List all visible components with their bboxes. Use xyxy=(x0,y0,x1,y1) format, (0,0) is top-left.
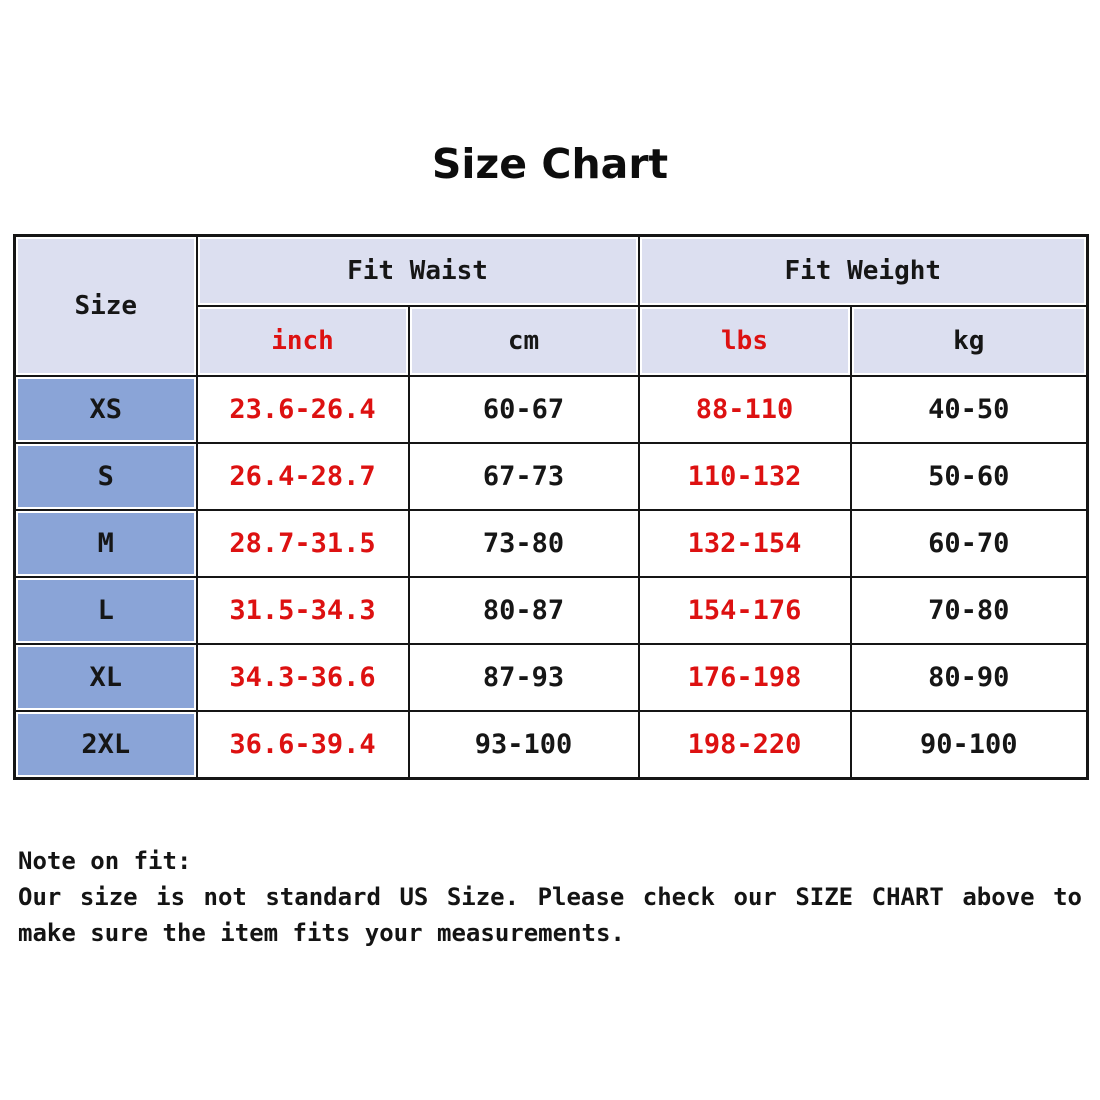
size-cell: XL xyxy=(13,643,198,712)
weight-kg-cell: 80-90 xyxy=(849,643,1089,712)
fit-note-line-1: Our size is not standard US Size. Please… xyxy=(18,883,1082,911)
weight-kg-cell: 90-100 xyxy=(849,710,1089,780)
weight-kg-cell: 60-70 xyxy=(849,509,1089,578)
table-row-2xl: 2XL 36.6-39.4 93-100 198-220 90-100 xyxy=(13,710,1089,780)
waist-inch-cell: 26.4-28.7 xyxy=(195,442,410,511)
fit-note: Note on fit: Our size is not standard US… xyxy=(18,843,1082,951)
weight-kg-cell: 70-80 xyxy=(849,576,1089,645)
table-row-m: M 28.7-31.5 73-80 132-154 60-70 xyxy=(13,509,1089,578)
header-unit-row: inch cm lbs kg xyxy=(15,305,1089,377)
waist-inch-cell: 34.3-36.6 xyxy=(195,643,410,712)
table-row-xl: XL 34.3-36.6 87-93 176-198 80-90 xyxy=(13,643,1089,712)
weight-lbs-cell: 154-176 xyxy=(637,576,852,645)
corner-header-size: Size xyxy=(13,234,198,377)
page-title: Size Chart xyxy=(431,140,669,188)
waist-inch-cell: 36.6-39.4 xyxy=(195,710,410,780)
weight-lbs-cell: 88-110 xyxy=(637,375,852,444)
weight-lbs-cell: 198-220 xyxy=(637,710,852,780)
weight-kg-cell: 40-50 xyxy=(849,375,1089,444)
size-cell: 2XL xyxy=(13,710,198,780)
waist-cm-cell: 67-73 xyxy=(407,442,640,511)
size-cell: XS xyxy=(13,375,198,444)
waist-cm-cell: 73-80 xyxy=(407,509,640,578)
unit-header-lbs: lbs xyxy=(637,305,852,377)
weight-lbs-cell: 176-198 xyxy=(637,643,852,712)
waist-inch-cell: 23.6-26.4 xyxy=(195,375,410,444)
group-header-fit-waist: Fit Waist xyxy=(195,234,640,307)
waist-cm-cell: 87-93 xyxy=(407,643,640,712)
fit-note-heading: Note on fit: xyxy=(18,847,192,875)
size-cell: S xyxy=(13,442,198,511)
weight-kg-cell: 50-60 xyxy=(849,442,1089,511)
size-chart-table: Size Fit Waist Fit Weight inch cm lbs kg… xyxy=(13,234,1090,780)
waist-inch-cell: 28.7-31.5 xyxy=(195,509,410,578)
unit-header-kg: kg xyxy=(849,305,1089,377)
weight-lbs-cell: 132-154 xyxy=(637,509,852,578)
group-header-fit-weight: Fit Weight xyxy=(637,234,1089,307)
header-group-row: Size Fit Waist Fit Weight xyxy=(13,234,1089,377)
unit-header-inch: inch xyxy=(195,305,410,377)
waist-cm-cell: 93-100 xyxy=(407,710,640,780)
unit-header-cm: cm xyxy=(407,305,640,377)
fit-note-line-2: make sure the item fits your measurement… xyxy=(18,919,625,947)
waist-inch-cell: 31.5-34.3 xyxy=(195,576,410,645)
table-row-s: S 26.4-28.7 67-73 110-132 50-60 xyxy=(13,442,1089,511)
table-row-xs: XS 23.6-26.4 60-67 88-110 40-50 xyxy=(13,375,1089,444)
weight-lbs-cell: 110-132 xyxy=(637,442,852,511)
size-cell: L xyxy=(13,576,198,645)
waist-cm-cell: 80-87 xyxy=(407,576,640,645)
table-row-l: L 31.5-34.3 80-87 154-176 70-80 xyxy=(13,576,1089,645)
size-cell: M xyxy=(13,509,198,578)
waist-cm-cell: 60-67 xyxy=(407,375,640,444)
